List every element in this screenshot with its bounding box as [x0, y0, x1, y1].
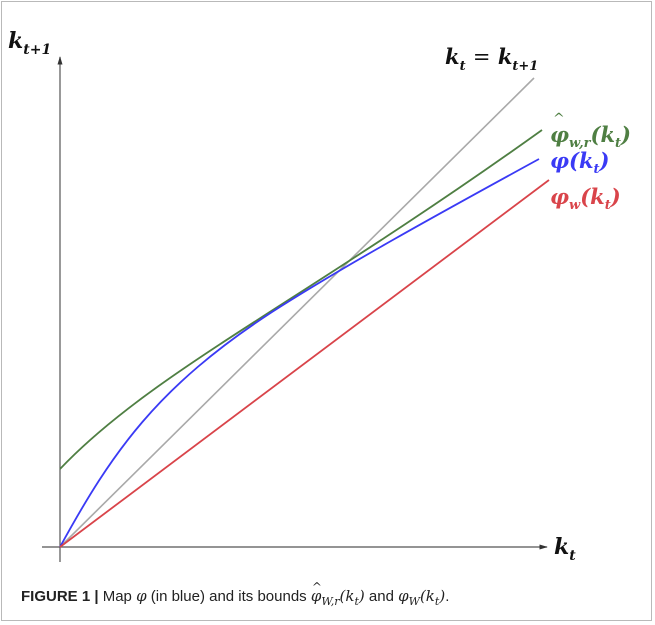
phi-label: φ(kt)	[550, 148, 609, 177]
plot-area: kt+1 kt kt = kt+1 ^ φw,r(kt) φ(kt) φw(kt…	[8, 28, 631, 564]
diagonal-line	[59, 77, 535, 548]
lower-bound-label: φw(kt)	[550, 184, 621, 213]
upper-bound-label: φw,r(kt)	[550, 122, 631, 151]
upper-bound-curve	[59, 129, 543, 470]
y-axis-label: kt+1	[8, 28, 51, 58]
lower-bound-curve	[59, 179, 550, 548]
upper-bound-hat: ^	[553, 111, 565, 127]
figure-caption: FIGURE 1 | Map φ (in blue) and its bound…	[21, 580, 450, 608]
phi-curve	[59, 158, 540, 548]
caption-figure-label: FIGURE 1 |	[21, 588, 99, 605]
diagonal-label: kt = kt+1	[445, 44, 538, 74]
x-axis-label: kt	[554, 534, 576, 564]
